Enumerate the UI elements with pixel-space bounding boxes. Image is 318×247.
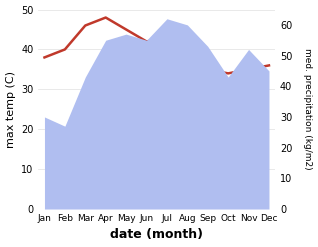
Y-axis label: max temp (C): max temp (C) — [5, 71, 16, 148]
X-axis label: date (month): date (month) — [110, 228, 203, 242]
Y-axis label: med. precipitation (kg/m2): med. precipitation (kg/m2) — [303, 48, 313, 170]
